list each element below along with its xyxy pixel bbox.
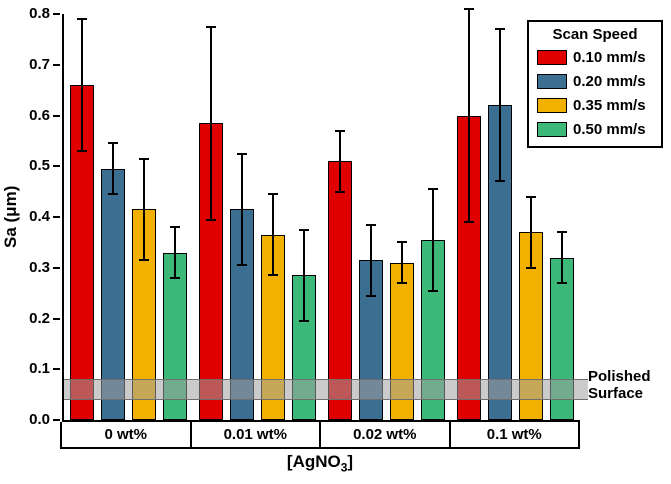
error-bar <box>143 158 145 261</box>
error-bar-cap <box>397 281 407 284</box>
legend-title: Scan Speed <box>552 26 638 43</box>
error-bar-cap <box>206 218 216 221</box>
y-tick-mark <box>53 13 60 15</box>
y-tick-mark <box>53 368 60 371</box>
error-bar-cap <box>170 226 180 229</box>
y-tick-label: 0.0 <box>29 411 50 428</box>
error-bar <box>432 189 434 291</box>
legend-color-swatch <box>537 121 567 137</box>
legend-entry-label: 0.35 mm/s <box>573 96 646 114</box>
error-bar-cap <box>335 129 345 132</box>
y-tick-label: 0.8 <box>29 5 50 22</box>
category-label: 0 wt% <box>62 422 192 447</box>
y-tick-label: 0.3 <box>29 258 50 276</box>
legend-entry: 0.50 mm/s <box>535 117 655 141</box>
error-bar <box>561 232 563 283</box>
y-tick-label: 0.4 <box>29 208 50 225</box>
category-label: 0.1 wt% <box>486 426 542 443</box>
error-bar-cap <box>366 294 376 297</box>
y-tick-mark <box>53 419 60 421</box>
error-bar-cap <box>397 241 407 244</box>
error-bar <box>81 19 83 151</box>
reference-band-label-line1: Polished <box>588 368 651 385</box>
bar <box>101 168 125 420</box>
error-bar-cap <box>526 266 536 269</box>
x-axis-category-row: 0 wt% 0.01 wt% 0.02 wt% 0.1 wt% <box>60 422 580 449</box>
error-bar-cap <box>206 25 216 28</box>
error-bar-cap <box>557 281 567 284</box>
category-label: 0.01 wt% <box>192 422 321 447</box>
legend-entries: 0.10 mm/s 0.20 mm/s 0.35 mm/s 0.50 mm/s <box>535 45 655 141</box>
legend-entry: 0.10 mm/s <box>535 45 655 69</box>
y-tick-mark <box>53 114 60 117</box>
legend-entry-label: 0.20 mm/s <box>573 72 646 90</box>
error-bar <box>468 8 470 223</box>
polished-surface-band <box>64 379 588 400</box>
error-bar-cap <box>299 228 309 231</box>
error-bar <box>339 130 341 192</box>
error-bar <box>303 229 305 322</box>
legend-color-swatch <box>537 49 567 65</box>
y-tick-label: 0.5 <box>29 157 50 175</box>
reference-band-label: Polished Surface <box>588 368 651 402</box>
legend: Scan Speed 0.10 mm/s 0.20 mm/s 0.35 mm/s 0.… <box>527 20 663 148</box>
error-bar-cap <box>464 7 474 10</box>
legend-entry-label: 0.50 mm/s <box>573 120 646 138</box>
category-label: 0.02 wt% <box>321 422 451 447</box>
legend-color-swatch <box>537 97 567 113</box>
error-bar <box>272 194 274 276</box>
error-bar <box>210 26 212 220</box>
bar <box>328 161 352 420</box>
error-bar <box>370 224 372 296</box>
error-bar-cap <box>428 289 438 292</box>
error-bar <box>174 227 176 278</box>
y-tick-mark <box>53 63 60 66</box>
legend-entry: 0.20 mm/s <box>535 69 655 93</box>
legend-color-swatch <box>537 73 567 89</box>
error-bar-cap <box>526 195 536 198</box>
error-bar-cap <box>77 150 87 153</box>
x-axis-title-post: ] <box>347 452 354 471</box>
error-bar-cap <box>237 152 247 155</box>
y-tick-mark <box>53 165 60 168</box>
y-tick-label: 0.6 <box>29 106 50 124</box>
y-tick-label: 0.1 <box>29 360 50 378</box>
error-bar <box>530 196 532 268</box>
x-axis-title: [AgNO3] <box>62 452 578 474</box>
error-bar-cap <box>77 18 87 21</box>
error-bar-cap <box>557 231 567 234</box>
error-bar-cap <box>366 223 376 226</box>
error-bar-cap <box>495 28 505 31</box>
error-bar <box>401 242 403 283</box>
error-bar <box>112 143 114 195</box>
x-axis-title-sub: 3 <box>340 460 348 475</box>
reference-band-label-line2: Surface <box>588 385 644 402</box>
error-bar-cap <box>495 180 505 183</box>
error-bar-cap <box>464 221 474 224</box>
x-axis-title-pre: [AgNO <box>286 452 341 471</box>
error-bar-cap <box>108 193 118 196</box>
error-bar-cap <box>428 188 438 191</box>
legend-entry: 0.35 mm/s <box>535 93 655 117</box>
y-tick-mark <box>53 266 60 269</box>
y-tick-mark <box>53 317 60 320</box>
bar <box>457 115 481 420</box>
error-bar <box>499 29 501 182</box>
error-bar-cap <box>108 142 118 145</box>
error-bar-cap <box>139 259 149 262</box>
error-bar-cap <box>170 276 180 279</box>
plot-area <box>62 7 588 422</box>
legend-entry-label: 0.10 mm/s <box>573 48 646 66</box>
error-bar-cap <box>268 193 278 196</box>
error-bar-cap <box>335 190 345 193</box>
error-bar-cap <box>139 157 149 160</box>
y-tick-label: 0.7 <box>29 55 50 73</box>
y-tick-mark <box>53 216 60 218</box>
error-bar <box>241 153 243 266</box>
error-bar-cap <box>268 274 278 277</box>
error-bar-cap <box>299 320 309 323</box>
y-tick-label: 0.2 <box>29 309 50 327</box>
error-bar-cap <box>237 264 247 267</box>
